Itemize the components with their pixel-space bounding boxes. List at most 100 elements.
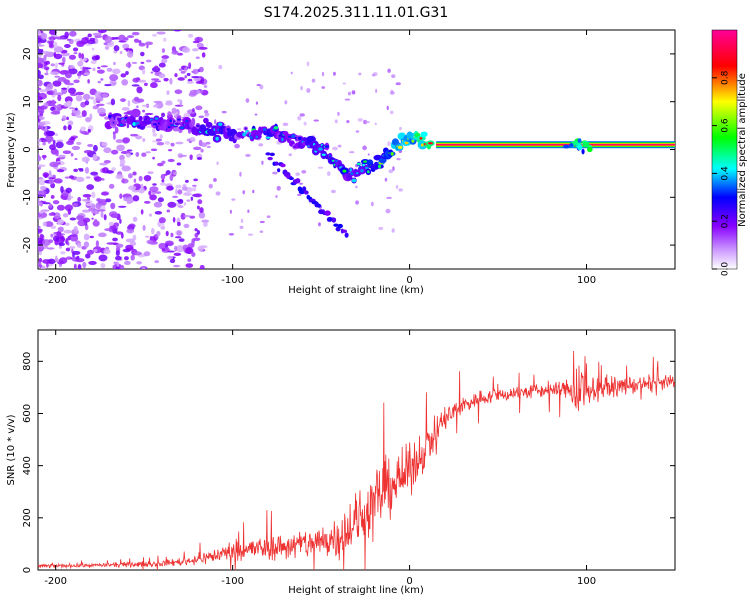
- spectrogram-noise-blob: [115, 174, 124, 180]
- spectrogram-noise-blob: [391, 74, 396, 79]
- spectrogram-track-core: [427, 142, 433, 145]
- spectrogram-noise-blob: [142, 68, 146, 75]
- spectrogram-noise-blob: [89, 235, 94, 239]
- spectrogram-noise-blob: [174, 104, 184, 107]
- spectrogram-noise-blob: [164, 141, 171, 145]
- spectrogram-noise-blob: [200, 148, 204, 153]
- spectrogram-track-blob: [302, 137, 308, 142]
- spectrogram-noise-blob: [174, 73, 178, 78]
- spectrogram-noise-blob: [154, 80, 162, 83]
- spectrogram-noise-blob: [166, 255, 174, 260]
- spectrogram-noise-blob: [141, 266, 146, 269]
- spectrogram-noise-blob: [45, 86, 50, 92]
- spectrogram-noise-blob: [67, 87, 77, 94]
- spectrogram-noise-blob: [90, 171, 99, 176]
- spectrogram-noise-blob: [183, 223, 190, 229]
- spectrogram-noise-blob: [92, 153, 98, 160]
- spectrogram-noise-blob: [196, 156, 202, 160]
- spectrogram-noise-blob: [110, 98, 116, 106]
- spectrogram-noise-blob: [73, 109, 81, 116]
- spectrogram-noise-blob: [204, 112, 210, 117]
- spectrogram-noise-blob: [142, 109, 146, 113]
- spectrogram-noise-blob: [177, 221, 181, 227]
- spectrogram-noise-blob: [66, 241, 70, 246]
- spectrogram-noise-blob: [374, 122, 377, 126]
- spectrogram-noise-blob: [115, 139, 124, 144]
- spectrogram-x-label: Height of straight line (km): [288, 285, 424, 296]
- spectrogram-noise-blob: [52, 80, 62, 87]
- spectrogram-noise-blob: [261, 160, 264, 165]
- spectrogram-noise-blob: [194, 228, 198, 232]
- spectrogram-noise-blob: [75, 258, 85, 263]
- spectrogram-noise-blob: [167, 111, 172, 117]
- spectrogram-noise-blob: [84, 167, 90, 174]
- spectrogram-noise-blob: [387, 141, 391, 146]
- spectrogram-noise-blob: [196, 89, 201, 94]
- spectrogram-noise-blob: [172, 126, 181, 132]
- spectrogram-noise-blob: [101, 191, 109, 196]
- spectrogram-noise-blob: [44, 72, 49, 76]
- snr-x-axis: -200 -100 0 100: [44, 330, 596, 587]
- spectrogram-noise-blob: [84, 43, 92, 46]
- spectrogram-branch-blob: [288, 176, 294, 181]
- spectrogram-noise-blob: [57, 77, 67, 82]
- spectrogram-noise-blob: [389, 110, 394, 115]
- spectrogram-noise-blob: [187, 33, 194, 38]
- spectrogram-track-blob: [131, 108, 141, 118]
- spectrogram-noise-blob: [108, 221, 114, 227]
- spectrogram-noise-blob: [64, 44, 71, 49]
- spectrogram-noise-blob: [385, 208, 391, 214]
- spectrogram-noise-blob: [56, 139, 64, 143]
- spectrogram-noise-blob: [56, 169, 65, 173]
- spectrogram-noise-blob: [198, 211, 206, 219]
- spectrogram-noise-blob: [306, 61, 310, 67]
- spectrogram-noise-blob: [175, 245, 185, 253]
- spectrogram-noise-blob: [79, 57, 88, 62]
- spectrogram-noise-blob: [93, 218, 98, 224]
- spectrogram-noise-blob: [216, 161, 219, 166]
- spectrogram-noise-blob: [104, 116, 110, 120]
- spectrogram-noise-blob: [355, 185, 358, 189]
- spectrogram-noise-blob: [38, 154, 40, 161]
- spectrogram-noise-blob: [145, 235, 150, 238]
- spectrogram-noise-blob: [171, 50, 179, 55]
- spectrogram-noise-blob: [180, 70, 186, 74]
- spectrogram-noise-blob: [104, 36, 113, 44]
- spectrogram-noise-blob: [125, 244, 134, 251]
- spectrogram-noise-blob: [80, 126, 87, 132]
- spectrogram-branch-blob: [265, 152, 271, 156]
- spectrogram-noise-blob: [115, 231, 124, 235]
- spectrogram-noise-blob: [321, 86, 326, 89]
- spectrogram-track-blob: [138, 115, 143, 122]
- spectrogram-noise-blob: [387, 68, 391, 73]
- colorbar-tick-label: 0.6: [721, 118, 731, 133]
- spectrogram-noise-blob: [161, 55, 170, 60]
- spectrogram-noise-blob: [156, 231, 161, 237]
- spectrogram-y-tick-label: 10: [22, 95, 33, 108]
- spectrogram-noise-blob: [152, 183, 157, 186]
- spectrogram-branch-blob: [333, 223, 339, 227]
- spectrogram-noise-blob: [272, 171, 278, 175]
- spectrogram-noise-blob: [38, 63, 44, 69]
- spectrogram-noise-blob: [71, 250, 81, 255]
- spectrogram-noise-blob: [121, 165, 131, 172]
- spectrogram-noise-blob: [152, 33, 157, 37]
- spectrogram-noise-blob: [93, 144, 98, 152]
- spectrogram-track-core: [185, 119, 189, 123]
- spectrogram-noise-blob: [161, 160, 166, 164]
- spectrogram-noise-blob: [290, 71, 293, 75]
- spectrogram-noise-blob: [111, 149, 119, 155]
- spectrogram-noise-blob: [124, 256, 129, 261]
- spectrogram-noise-blob: [119, 218, 122, 224]
- spectrogram-noise-blob: [321, 71, 325, 77]
- spectrogram-noise-blob: [66, 140, 74, 146]
- snr-y-label: SNR (10 * v/v): [6, 414, 17, 485]
- spectrogram-noise-blob: [76, 141, 82, 145]
- spectrogram-noise-blob: [40, 209, 50, 212]
- spectrogram-noise-blob: [81, 198, 91, 202]
- spectrogram-noise-blob: [317, 166, 324, 169]
- spectrogram-noise-blob: [198, 115, 205, 119]
- spectrogram-noise-blob: [297, 193, 302, 196]
- spectrogram-noise-blob: [390, 89, 394, 93]
